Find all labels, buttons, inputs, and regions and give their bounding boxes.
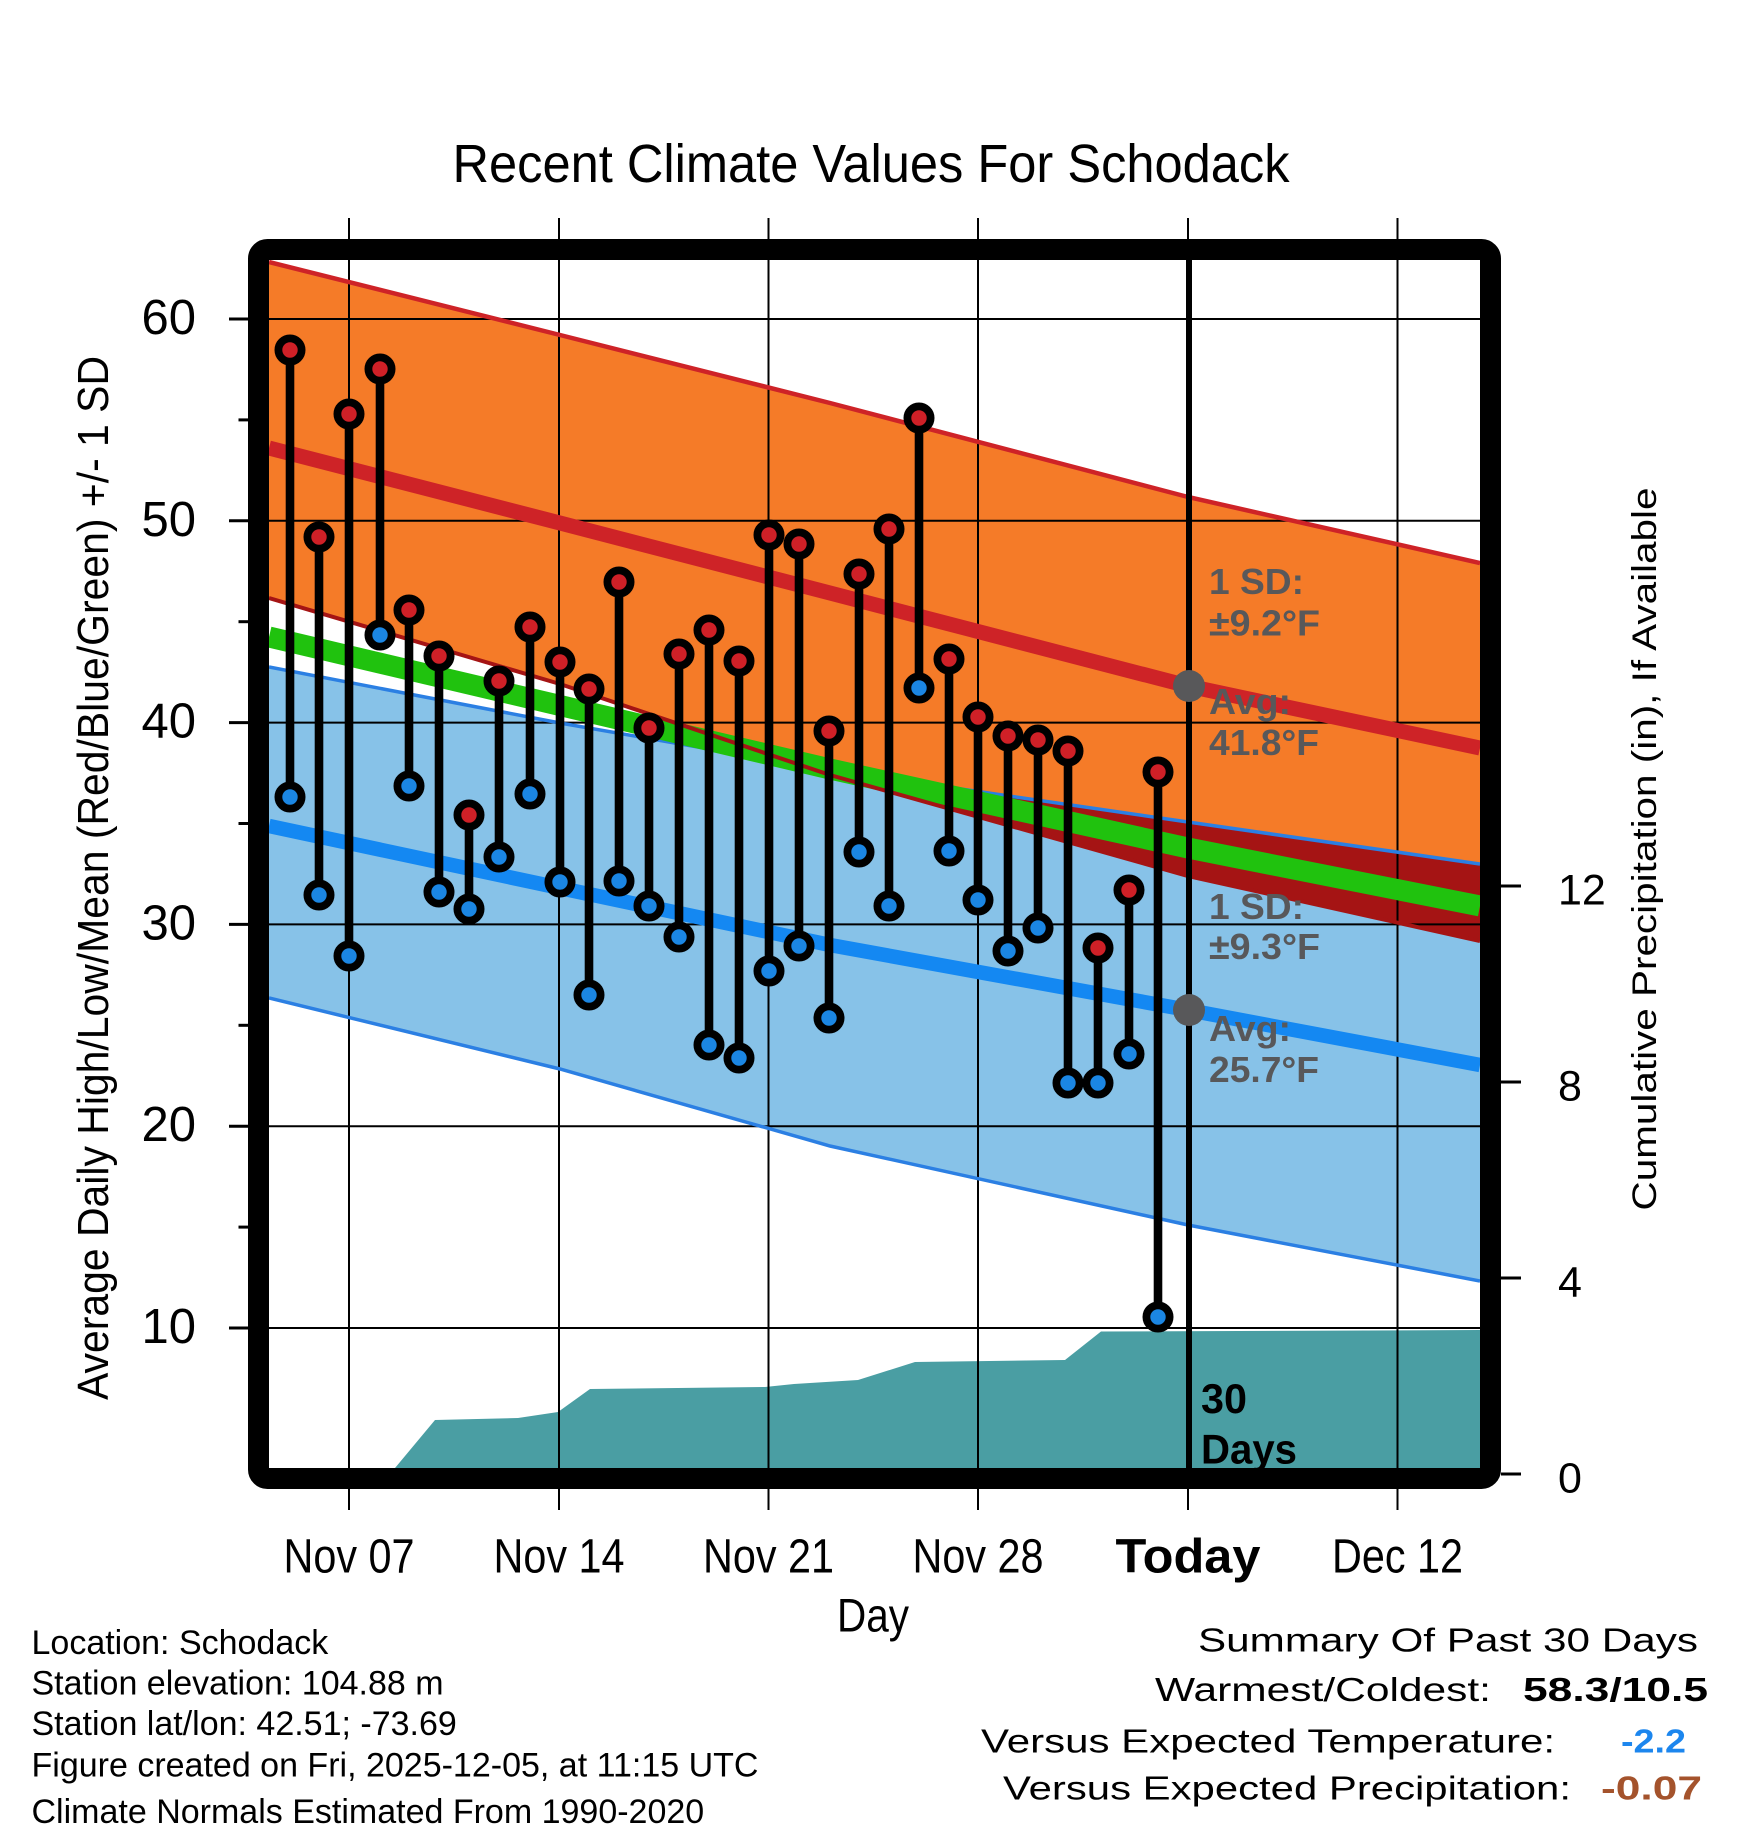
svg-text:Nov 07: Nov 07 xyxy=(284,1531,415,1584)
svg-text:58.3/10.5: 58.3/10.5 xyxy=(1523,1672,1708,1709)
svg-text:Station lat/lon: 42.51; -73.69: Station lat/lon: 42.51; -73.69 xyxy=(32,1705,457,1743)
svg-text:4: 4 xyxy=(1558,1259,1582,1307)
svg-text:60: 60 xyxy=(141,291,196,345)
svg-text:Nov 14: Nov 14 xyxy=(494,1531,625,1584)
svg-text:25.7°F: 25.7°F xyxy=(1209,1049,1319,1090)
svg-text:Versus Expected Precipitation:: Versus Expected Precipitation: xyxy=(1003,1771,1571,1808)
svg-text:12: 12 xyxy=(1558,867,1606,915)
svg-text:1 SD:: 1 SD: xyxy=(1209,886,1304,927)
svg-text:Nov 21: Nov 21 xyxy=(703,1531,834,1584)
svg-text:30: 30 xyxy=(1201,1375,1247,1422)
svg-text:Nov 28: Nov 28 xyxy=(913,1531,1044,1584)
svg-text:Warmest/Coldest:: Warmest/Coldest: xyxy=(1155,1672,1491,1709)
svg-text:1 SD:: 1 SD: xyxy=(1209,561,1304,602)
svg-text:20: 20 xyxy=(141,1098,196,1152)
svg-text:0: 0 xyxy=(1558,1455,1582,1503)
svg-text:Figure created on Fri, 2025-12: Figure created on Fri, 2025-12-05, at 11… xyxy=(32,1746,759,1784)
svg-text:-2.2: -2.2 xyxy=(1621,1724,1686,1761)
svg-text:Day: Day xyxy=(837,1589,909,1642)
svg-text:Cumulative Precipitation (in),: Cumulative Precipitation (in), If Availa… xyxy=(1626,488,1664,1211)
svg-text:40: 40 xyxy=(141,695,196,749)
svg-text:Today: Today xyxy=(1116,1531,1261,1584)
svg-text:50: 50 xyxy=(141,493,196,547)
svg-text:Versus Expected Temperature:: Versus Expected Temperature: xyxy=(981,1724,1555,1761)
svg-text:-0.07: -0.07 xyxy=(1601,1771,1702,1808)
svg-text:Summary Of Past 30 Days: Summary Of Past 30 Days xyxy=(1198,1623,1698,1660)
svg-text:Avg:: Avg: xyxy=(1209,1008,1291,1049)
svg-text:Avg:: Avg: xyxy=(1209,681,1291,722)
svg-text:30: 30 xyxy=(141,896,196,950)
svg-text:Climate Normals Estimated From: Climate Normals Estimated From 1990-2020 xyxy=(32,1793,705,1828)
svg-text:Dec 12: Dec 12 xyxy=(1332,1531,1463,1584)
svg-text:8: 8 xyxy=(1558,1063,1582,1111)
svg-text:Average Daily High/Low/Mean (R: Average Daily High/Low/Mean (Red/Blue/Gr… xyxy=(69,356,118,1400)
svg-text:41.8°F: 41.8°F xyxy=(1209,722,1319,763)
svg-text:Recent Climate Values For Scho: Recent Climate Values For Schodack xyxy=(453,134,1291,194)
svg-text:Days: Days xyxy=(1201,1426,1297,1473)
svg-text:±9.3°F: ±9.3°F xyxy=(1209,926,1320,967)
svg-text:Location: Schodack: Location: Schodack xyxy=(32,1624,330,1662)
svg-text:±9.2°F: ±9.2°F xyxy=(1209,603,1320,644)
svg-text:Station elevation: 104.88 m: Station elevation: 104.88 m xyxy=(32,1665,444,1703)
svg-text:10: 10 xyxy=(141,1300,196,1354)
